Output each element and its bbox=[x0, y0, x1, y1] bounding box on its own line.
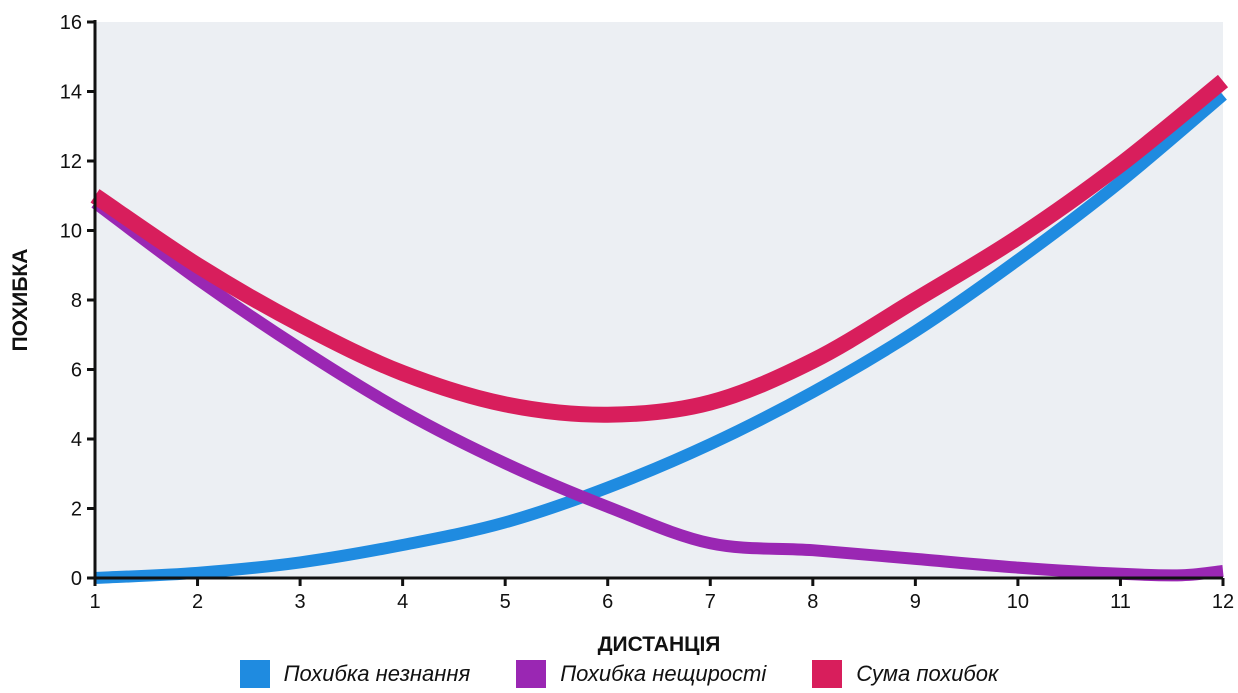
legend-item-insincerity: Похибка нещирості bbox=[516, 660, 766, 688]
plot-background bbox=[95, 22, 1223, 578]
series-line-ignorance bbox=[94, 90, 1227, 584]
x-tick-label: 6 bbox=[602, 591, 613, 613]
y-tick-label: 0 bbox=[71, 568, 82, 590]
y-tick-label: 6 bbox=[71, 360, 82, 382]
x-tick-label: 11 bbox=[1110, 591, 1131, 613]
y-tick-label: 12 bbox=[60, 151, 82, 173]
x-tick-label: 2 bbox=[192, 591, 203, 613]
y-tick-label: 4 bbox=[71, 429, 82, 451]
legend-label-total: Сума похибок bbox=[856, 661, 999, 686]
y-axis-title: ПОХИБКА bbox=[9, 249, 32, 352]
x-tick-label: 8 bbox=[807, 591, 818, 613]
legend-label-ignorance: Похибка незнання bbox=[283, 661, 471, 686]
series-line-total bbox=[90, 74, 1229, 423]
x-tick-label: 5 bbox=[500, 591, 511, 613]
y-tick-label: 2 bbox=[71, 499, 82, 521]
x-tick-label: 3 bbox=[295, 591, 306, 613]
legend-item-ignorance: Похибка незнання bbox=[239, 660, 471, 688]
x-axis-title: ДИСТАНЦІЯ bbox=[598, 633, 721, 655]
x-tick-label: 9 bbox=[910, 591, 921, 613]
legend-label-insincerity: Похибка нещирості bbox=[560, 661, 767, 686]
legend-swatch-insincerity bbox=[516, 660, 547, 688]
y-tick-label: 16 bbox=[60, 12, 82, 34]
legend-swatch-ignorance bbox=[239, 660, 270, 688]
x-tick-label: 10 bbox=[1007, 591, 1029, 613]
legend: Похибка незнання Похибка нещирості Сума … bbox=[0, 659, 1238, 689]
x-tick-label: 1 bbox=[89, 591, 100, 613]
series-layer bbox=[90, 74, 1229, 584]
legend-item-total: Сума похибок bbox=[812, 660, 998, 688]
series-line-insincerity bbox=[91, 197, 1224, 582]
y-tick-label: 10 bbox=[60, 221, 82, 243]
x-tick-label: 7 bbox=[705, 591, 716, 613]
x-tick-label: 4 bbox=[397, 591, 408, 613]
y-tick-label: 8 bbox=[71, 290, 82, 312]
y-tick-label: 14 bbox=[60, 82, 82, 104]
legend-swatch-total bbox=[812, 660, 843, 688]
x-tick-label: 12 bbox=[1212, 591, 1234, 613]
